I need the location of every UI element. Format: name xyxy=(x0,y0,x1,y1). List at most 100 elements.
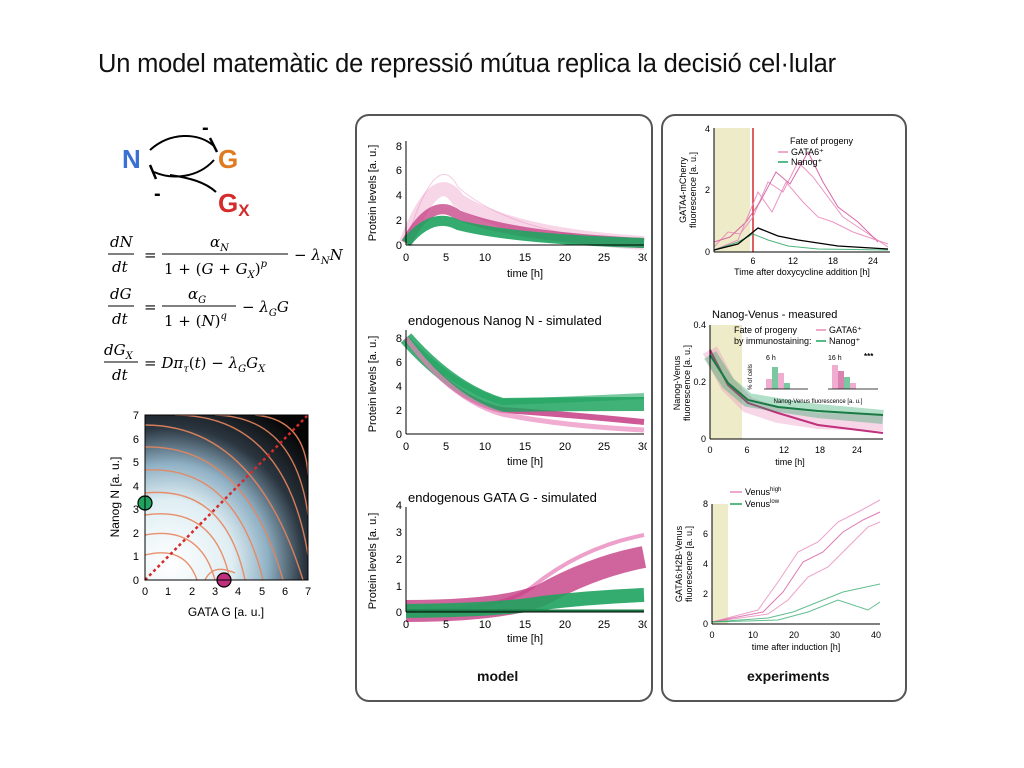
svg-text:Nanog-Venus: Nanog-Venus xyxy=(672,355,682,410)
svg-text:6: 6 xyxy=(396,165,402,177)
svg-text:2: 2 xyxy=(705,185,710,195)
svg-text:25: 25 xyxy=(598,441,610,453)
svg-text:Nanog⁺: Nanog⁺ xyxy=(829,336,861,346)
svg-text:3: 3 xyxy=(212,586,218,598)
svg-text:0: 0 xyxy=(709,630,714,640)
svg-text:2: 2 xyxy=(396,405,402,417)
equations: dN dt = αN 1 + (G + GX)p − λNN dG dt = αG … xyxy=(104,233,344,384)
svg-text:time [h]: time [h] xyxy=(507,268,543,280)
svg-text:12: 12 xyxy=(788,256,798,266)
svg-text:4: 4 xyxy=(703,559,708,569)
svg-text:Nanog⁺: Nanog⁺ xyxy=(791,157,823,167)
svg-text:4: 4 xyxy=(705,124,710,134)
svg-text:αN: αN xyxy=(210,233,230,254)
svg-text:5: 5 xyxy=(133,457,139,469)
svg-text:0: 0 xyxy=(403,252,409,264)
svg-text:1: 1 xyxy=(396,581,402,593)
slide-title: Un model matemàtic de repressió mútua re… xyxy=(98,50,836,78)
svg-text:endogenous Nanog N - simulated: endogenous Nanog N - simulated xyxy=(408,313,602,328)
svg-text:Venuslow: Venuslow xyxy=(745,499,780,509)
activation-arrow-gx xyxy=(169,174,217,193)
svg-text:fluorescence [a. u.]: fluorescence [a. u.] xyxy=(684,526,694,602)
model-plot-3: endogenous GATA G - simulated 0 1 2 3 4 0 5 10… xyxy=(367,490,647,645)
svg-text:10: 10 xyxy=(479,619,491,631)
repression-arrow-g-to-n xyxy=(153,159,215,178)
svg-text:0: 0 xyxy=(142,586,148,598)
svg-text:Protein levels [a. u.]: Protein levels [a. u.] xyxy=(367,145,379,242)
svg-text:0: 0 xyxy=(703,619,708,629)
svg-text:0.4: 0.4 xyxy=(693,320,706,330)
svg-text:30: 30 xyxy=(830,630,840,640)
equation-dGX: dGX dt = Dπτ(t) − λGGX xyxy=(104,341,266,384)
phase-plot: 0 1 2 3 4 5 6 7 0 1 2 3 4 5 6 7 GATA G [a. u.] Nanog N… xyxy=(108,410,311,619)
svg-text:10: 10 xyxy=(479,441,491,453)
svg-text:7: 7 xyxy=(305,586,311,598)
svg-text:0: 0 xyxy=(396,240,402,252)
svg-text:− λNN: − λNN xyxy=(294,246,344,267)
svg-text:30: 30 xyxy=(638,619,647,631)
svg-text:6: 6 xyxy=(396,357,402,369)
svg-text:25: 25 xyxy=(598,252,610,264)
svg-text:16 h: 16 h xyxy=(828,355,842,362)
svg-text:− λGG: − λGG xyxy=(242,298,289,319)
separatrix xyxy=(144,414,309,581)
svg-text:4: 4 xyxy=(133,481,139,493)
svg-text:24: 24 xyxy=(868,256,878,266)
svg-text:dt: dt xyxy=(112,258,129,276)
svg-text:dG: dG xyxy=(110,285,132,303)
svg-text:4: 4 xyxy=(396,190,402,202)
exp-plot-2: Nanog-Venus - measured 00.20.4 0 6 12 18 24 … xyxy=(672,309,884,467)
svg-text:3: 3 xyxy=(133,504,139,516)
minus-bottom: - xyxy=(154,183,161,205)
svg-text:20: 20 xyxy=(559,619,571,631)
svg-text:5: 5 xyxy=(443,441,449,453)
svg-text:2: 2 xyxy=(189,586,195,598)
svg-text:time [h]: time [h] xyxy=(507,456,543,468)
svg-text:time [h]: time [h] xyxy=(507,633,543,645)
svg-text:GATA6⁺: GATA6⁺ xyxy=(829,325,862,335)
inset-histograms: % of cells 6 h 16 h *** Nanog-Venus fluo… xyxy=(748,352,878,405)
svg-text:15: 15 xyxy=(519,619,531,631)
svg-text:20: 20 xyxy=(559,252,571,264)
svg-text:25: 25 xyxy=(598,619,610,631)
svg-text:Nanog-Venus - measured: Nanog-Venus - measured xyxy=(712,309,837,321)
exp-plot-3: 0 2 4 6 8 0 10 20 30 40 time after induction [h]… xyxy=(674,487,881,652)
network-diagram: N G GX - - xyxy=(122,120,250,220)
svg-text:15: 15 xyxy=(519,252,531,264)
svg-text:fluorescence [a. u.]: fluorescence [a. u.] xyxy=(682,345,692,421)
svg-text:0.2: 0.2 xyxy=(693,377,706,387)
svg-text:2: 2 xyxy=(133,528,139,540)
svg-text:0: 0 xyxy=(403,619,409,631)
svg-text:0: 0 xyxy=(396,429,402,441)
svg-text:6 h: 6 h xyxy=(766,355,776,362)
svg-text:dGX: dGX xyxy=(104,341,134,362)
svg-text:5: 5 xyxy=(443,252,449,264)
node-n: N xyxy=(122,144,141,174)
svg-text:1: 1 xyxy=(133,551,139,563)
svg-text:6: 6 xyxy=(744,445,749,455)
svg-text:40: 40 xyxy=(871,630,881,640)
svg-text:18: 18 xyxy=(815,445,825,455)
svg-text:Protein levels [a. u.]: Protein levels [a. u.] xyxy=(367,513,379,610)
svg-text:4: 4 xyxy=(396,500,402,512)
svg-text:6: 6 xyxy=(750,256,755,266)
svg-text:dt: dt xyxy=(112,310,129,328)
svg-text:6: 6 xyxy=(133,434,139,446)
model-plot-1-curves xyxy=(399,174,645,250)
svg-text:endogenous GATA G - simulated: endogenous GATA G - simulated xyxy=(408,490,597,505)
svg-text:=: = xyxy=(144,298,157,316)
svg-text:5: 5 xyxy=(443,619,449,631)
svg-text:30: 30 xyxy=(638,441,647,453)
svg-text:20: 20 xyxy=(559,441,571,453)
svg-text:0: 0 xyxy=(707,445,712,455)
equation-dG: dG dt = αG 1 + (N)q − λGG xyxy=(108,285,289,330)
svg-text:2: 2 xyxy=(396,215,402,227)
svg-text:GATA6⁺: GATA6⁺ xyxy=(791,147,824,157)
svg-text:24: 24 xyxy=(852,445,862,455)
repression-bar-bottom xyxy=(148,164,158,180)
svg-text:8: 8 xyxy=(396,333,402,345)
svg-text:Nanog-Venus fluorescence [a. u: Nanog-Venus fluorescence [a. u.] xyxy=(774,399,863,405)
svg-text:fluorescence [a. u.]: fluorescence [a. u.] xyxy=(688,152,698,228)
svg-text:αG: αG xyxy=(188,285,206,306)
svg-text:6: 6 xyxy=(282,586,288,598)
